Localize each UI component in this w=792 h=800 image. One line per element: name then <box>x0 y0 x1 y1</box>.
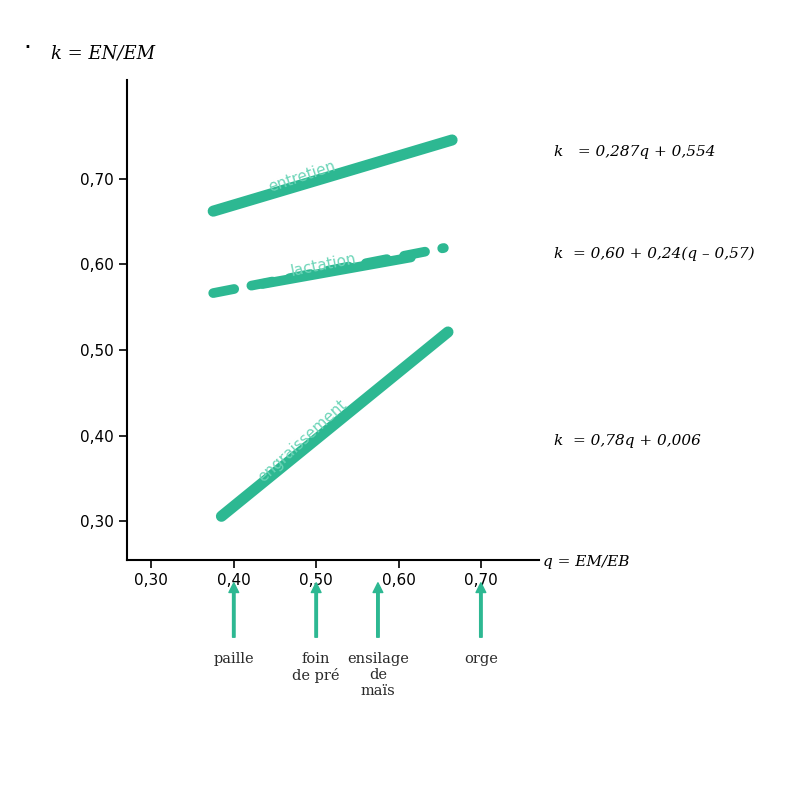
Text: k   = 0,287q + 0,554: k = 0,287q + 0,554 <box>554 145 716 158</box>
Text: orge: orge <box>464 652 498 666</box>
Text: ensilage
de
maïs: ensilage de maïs <box>347 652 409 698</box>
Text: q = EM/EB: q = EM/EB <box>543 555 629 570</box>
Text: k  = 0,78q + 0,006: k = 0,78q + 0,006 <box>554 434 701 448</box>
Text: k  = 0,60 + 0,24(q – 0,57): k = 0,60 + 0,24(q – 0,57) <box>554 246 755 261</box>
Text: entretien: entretien <box>266 159 337 195</box>
Text: paille: paille <box>214 652 254 666</box>
Text: foin
de pré: foin de pré <box>292 652 340 683</box>
Text: ·: · <box>24 36 32 60</box>
Text: lactation: lactation <box>289 251 358 279</box>
Text: k = EN/EM: k = EN/EM <box>51 45 155 62</box>
Text: engraissement: engraissement <box>255 397 350 485</box>
